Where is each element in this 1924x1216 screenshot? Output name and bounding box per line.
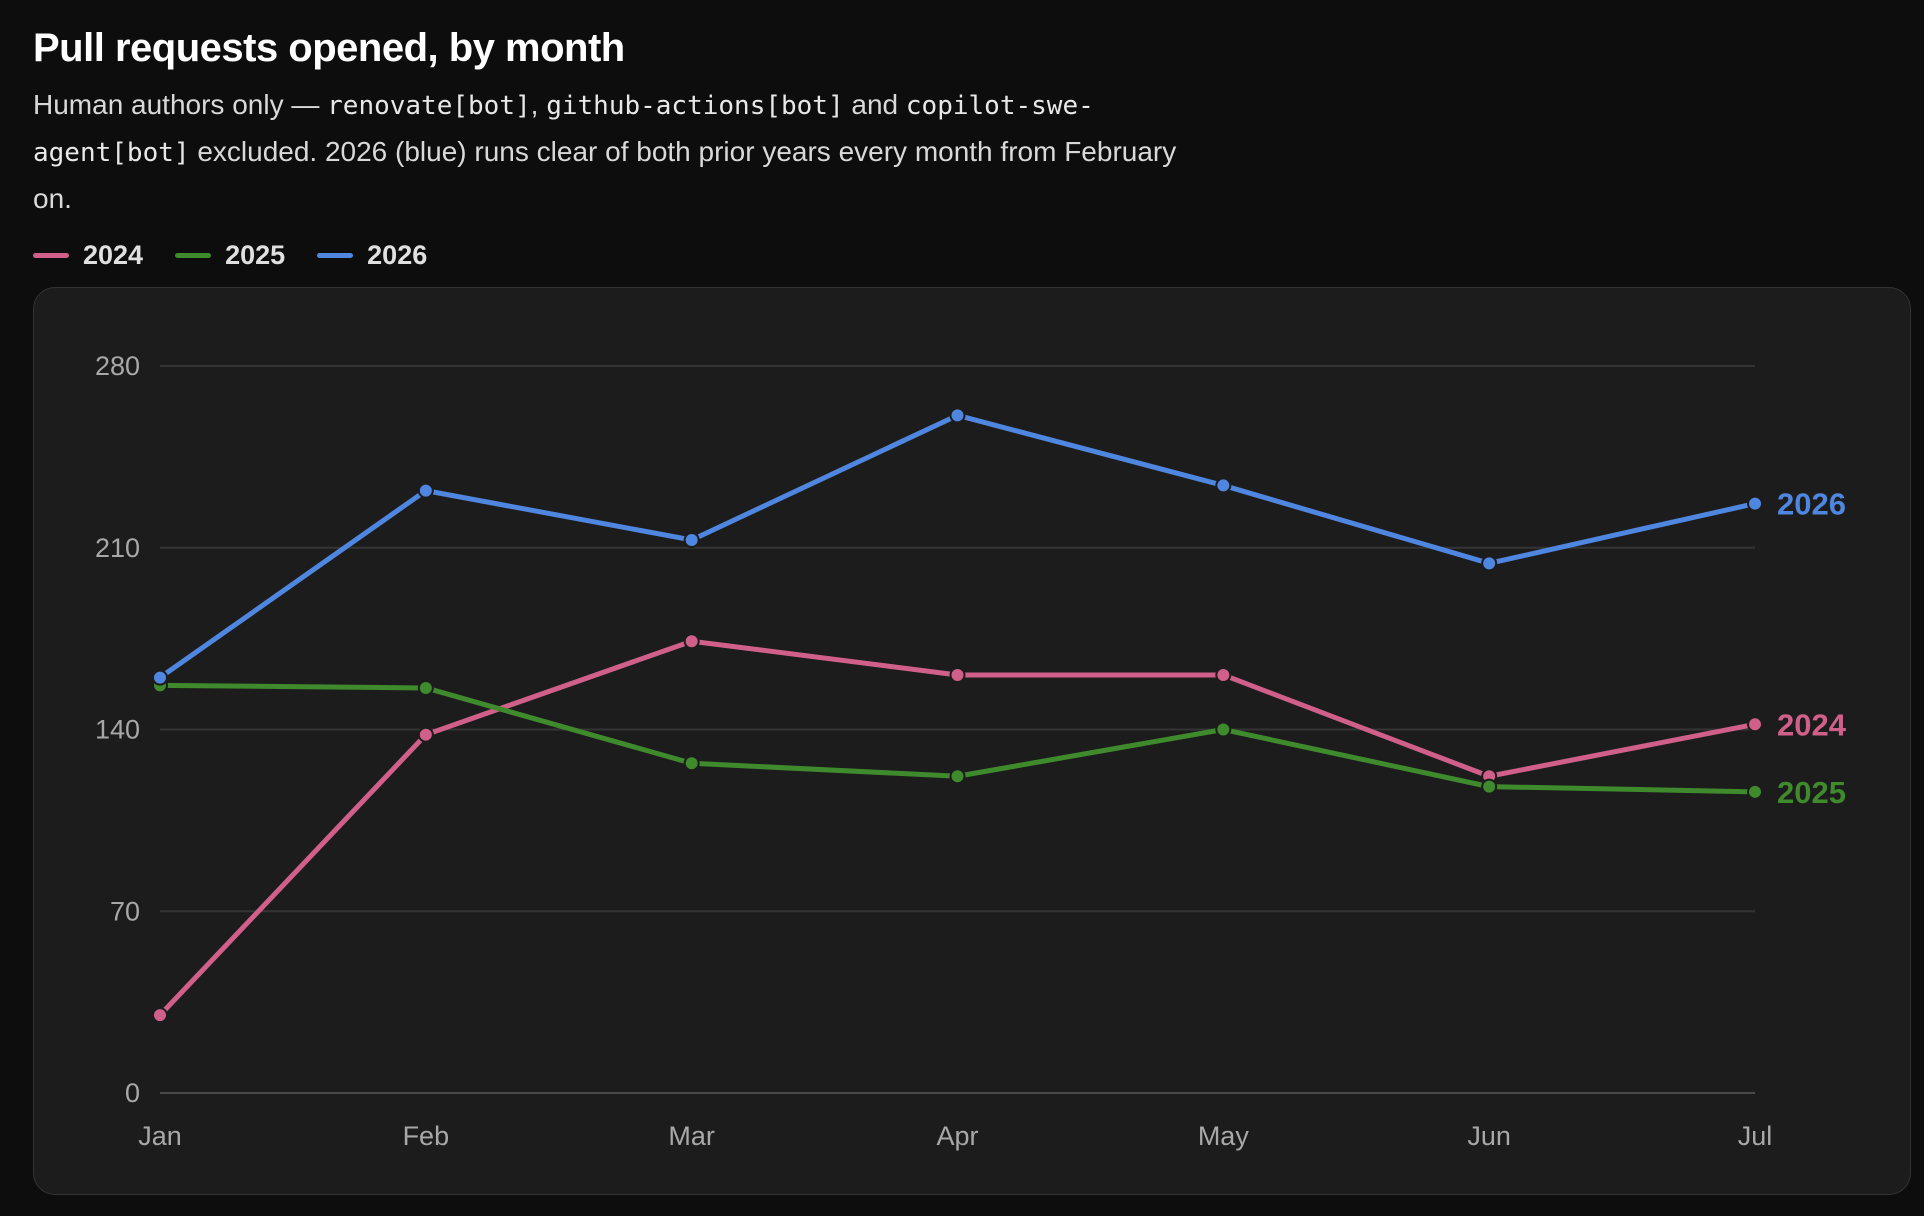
data-point <box>152 669 168 686</box>
subtitle-code: renovate[bot] <box>327 91 531 121</box>
data-point <box>1481 778 1498 795</box>
y-tick-label: 280 <box>95 351 140 381</box>
data-point <box>949 407 966 424</box>
data-point <box>1215 477 1232 494</box>
y-tick-label: 0 <box>125 1078 140 1108</box>
legend-label: 2026 <box>367 240 428 270</box>
x-tick-label: May <box>1198 1121 1250 1151</box>
y-tick-label: 210 <box>95 533 140 563</box>
data-point <box>1747 783 1763 800</box>
data-point <box>683 633 700 650</box>
legend-swatch <box>33 253 69 258</box>
x-tick-label: Feb <box>403 1121 450 1151</box>
legend-item-2026: 2026 <box>317 240 427 271</box>
x-tick-label: Apr <box>936 1121 978 1151</box>
data-point <box>152 1007 168 1024</box>
data-point <box>1215 666 1232 683</box>
legend-swatch <box>175 253 212 258</box>
x-tick-label: Mar <box>668 1121 715 1151</box>
series-line-2026 <box>157 412 1758 681</box>
chart-subtitle: Human authors only — renovate[bot], gith… <box>33 82 1203 222</box>
y-tick-label: 140 <box>95 715 140 745</box>
series-end-label-2025: 2025 <box>1777 775 1846 810</box>
data-point <box>683 531 700 548</box>
legend-item-2024: 2024 <box>33 240 143 271</box>
legend-label: 2024 <box>83 240 144 270</box>
series-end-label-2024: 2024 <box>1777 707 1847 742</box>
series-line-2024 <box>157 638 1758 1018</box>
data-point <box>1747 716 1763 733</box>
x-tick-label: Jan <box>138 1121 182 1151</box>
y-tick-label: 70 <box>110 896 140 926</box>
subtitle-code: copilot-swe-agent[bot] <box>33 91 1094 168</box>
subtitle-text: , <box>530 89 547 120</box>
subtitle-text: excluded. 2026 (blue) runs clear of both… <box>33 136 1177 214</box>
data-point <box>1747 495 1763 512</box>
chart-title: Pull requests opened, by month <box>33 26 625 70</box>
legend-label: 2025 <box>225 240 286 270</box>
subtitle-text: and <box>843 89 906 120</box>
data-point <box>417 482 434 499</box>
data-point <box>417 679 434 696</box>
subtitle-code: github-actions[bot] <box>546 91 844 121</box>
data-point <box>949 666 966 683</box>
chart-legend: 2024 2025 2026 <box>33 240 459 271</box>
data-point <box>417 726 434 743</box>
x-tick-label: Jun <box>1467 1121 1511 1151</box>
x-tick-label: Jul <box>1738 1121 1773 1151</box>
subtitle-text: Human authors only — <box>33 89 328 120</box>
legend-swatch <box>317 253 354 258</box>
legend-item-2025: 2025 <box>175 240 285 271</box>
data-point <box>1215 721 1232 738</box>
chart-panel <box>33 287 1911 1195</box>
series-end-label-2026: 2026 <box>1777 487 1846 522</box>
data-point <box>949 768 966 785</box>
data-point <box>1481 555 1498 572</box>
data-point <box>683 755 700 772</box>
